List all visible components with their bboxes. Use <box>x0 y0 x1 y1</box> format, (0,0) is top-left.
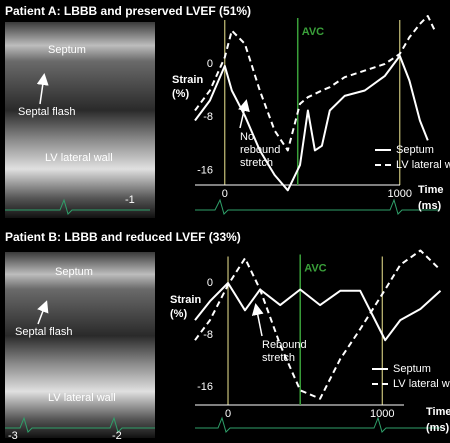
ecg-label: -2 <box>112 430 122 442</box>
x-tick-label: 1000 <box>370 408 394 420</box>
image-label: Septum <box>55 266 93 278</box>
y-tick-label: -8 <box>203 329 213 341</box>
y-tick-label: -16 <box>197 164 213 176</box>
y-tick-label: -8 <box>203 111 213 123</box>
image-label: Septal flash <box>15 326 72 338</box>
x-tick-label: 0 <box>225 408 231 420</box>
annotation: stretch <box>262 352 295 364</box>
x-axis-label: Time <box>418 184 443 196</box>
avc-label: AVC <box>302 26 324 38</box>
m-mode-image <box>5 252 155 438</box>
ecg-label: -1 <box>125 194 135 206</box>
panel-title: Patient B: LBBB and reduced LVEF (33%) <box>5 230 241 244</box>
y-axis-label: Strain <box>172 74 203 86</box>
y-tick-label: 0 <box>207 277 213 289</box>
annotation: rebound <box>240 144 280 156</box>
image-label: Septum <box>48 44 86 56</box>
legend-label: LV lateral wall <box>396 159 450 171</box>
x-tick-label: 0 <box>222 188 228 200</box>
x-tick-label: 1000 <box>388 188 412 200</box>
x-axis-label: (ms) <box>418 200 442 212</box>
ecg-label: -3 <box>8 430 18 442</box>
image-label: LV lateral wall <box>48 392 116 404</box>
image-label: Septal flash <box>18 106 75 118</box>
x-axis-label: (ms) <box>426 422 450 434</box>
legend-label: Septum <box>396 144 434 156</box>
figure: Patient A: LBBB and preserved LVEF (51%)… <box>0 0 450 443</box>
panel-title: Patient A: LBBB and preserved LVEF (51%) <box>5 4 251 18</box>
avc-label: AVC <box>304 262 326 274</box>
annotation: No <box>240 131 254 143</box>
y-tick-label: -16 <box>197 381 213 393</box>
image-label: LV lateral wall <box>45 152 113 164</box>
x-axis-label: Time <box>426 406 450 418</box>
y-tick-label: 0 <box>207 58 213 70</box>
y-axis-label: Strain <box>170 294 201 306</box>
y-axis-label: (%) <box>170 308 187 320</box>
y-axis-label: (%) <box>172 88 189 100</box>
legend-label: LV lateral wall <box>393 378 450 390</box>
annotation: Rebound <box>262 339 307 351</box>
legend-label: Septum <box>393 363 431 375</box>
annotation: stretch <box>240 157 273 169</box>
